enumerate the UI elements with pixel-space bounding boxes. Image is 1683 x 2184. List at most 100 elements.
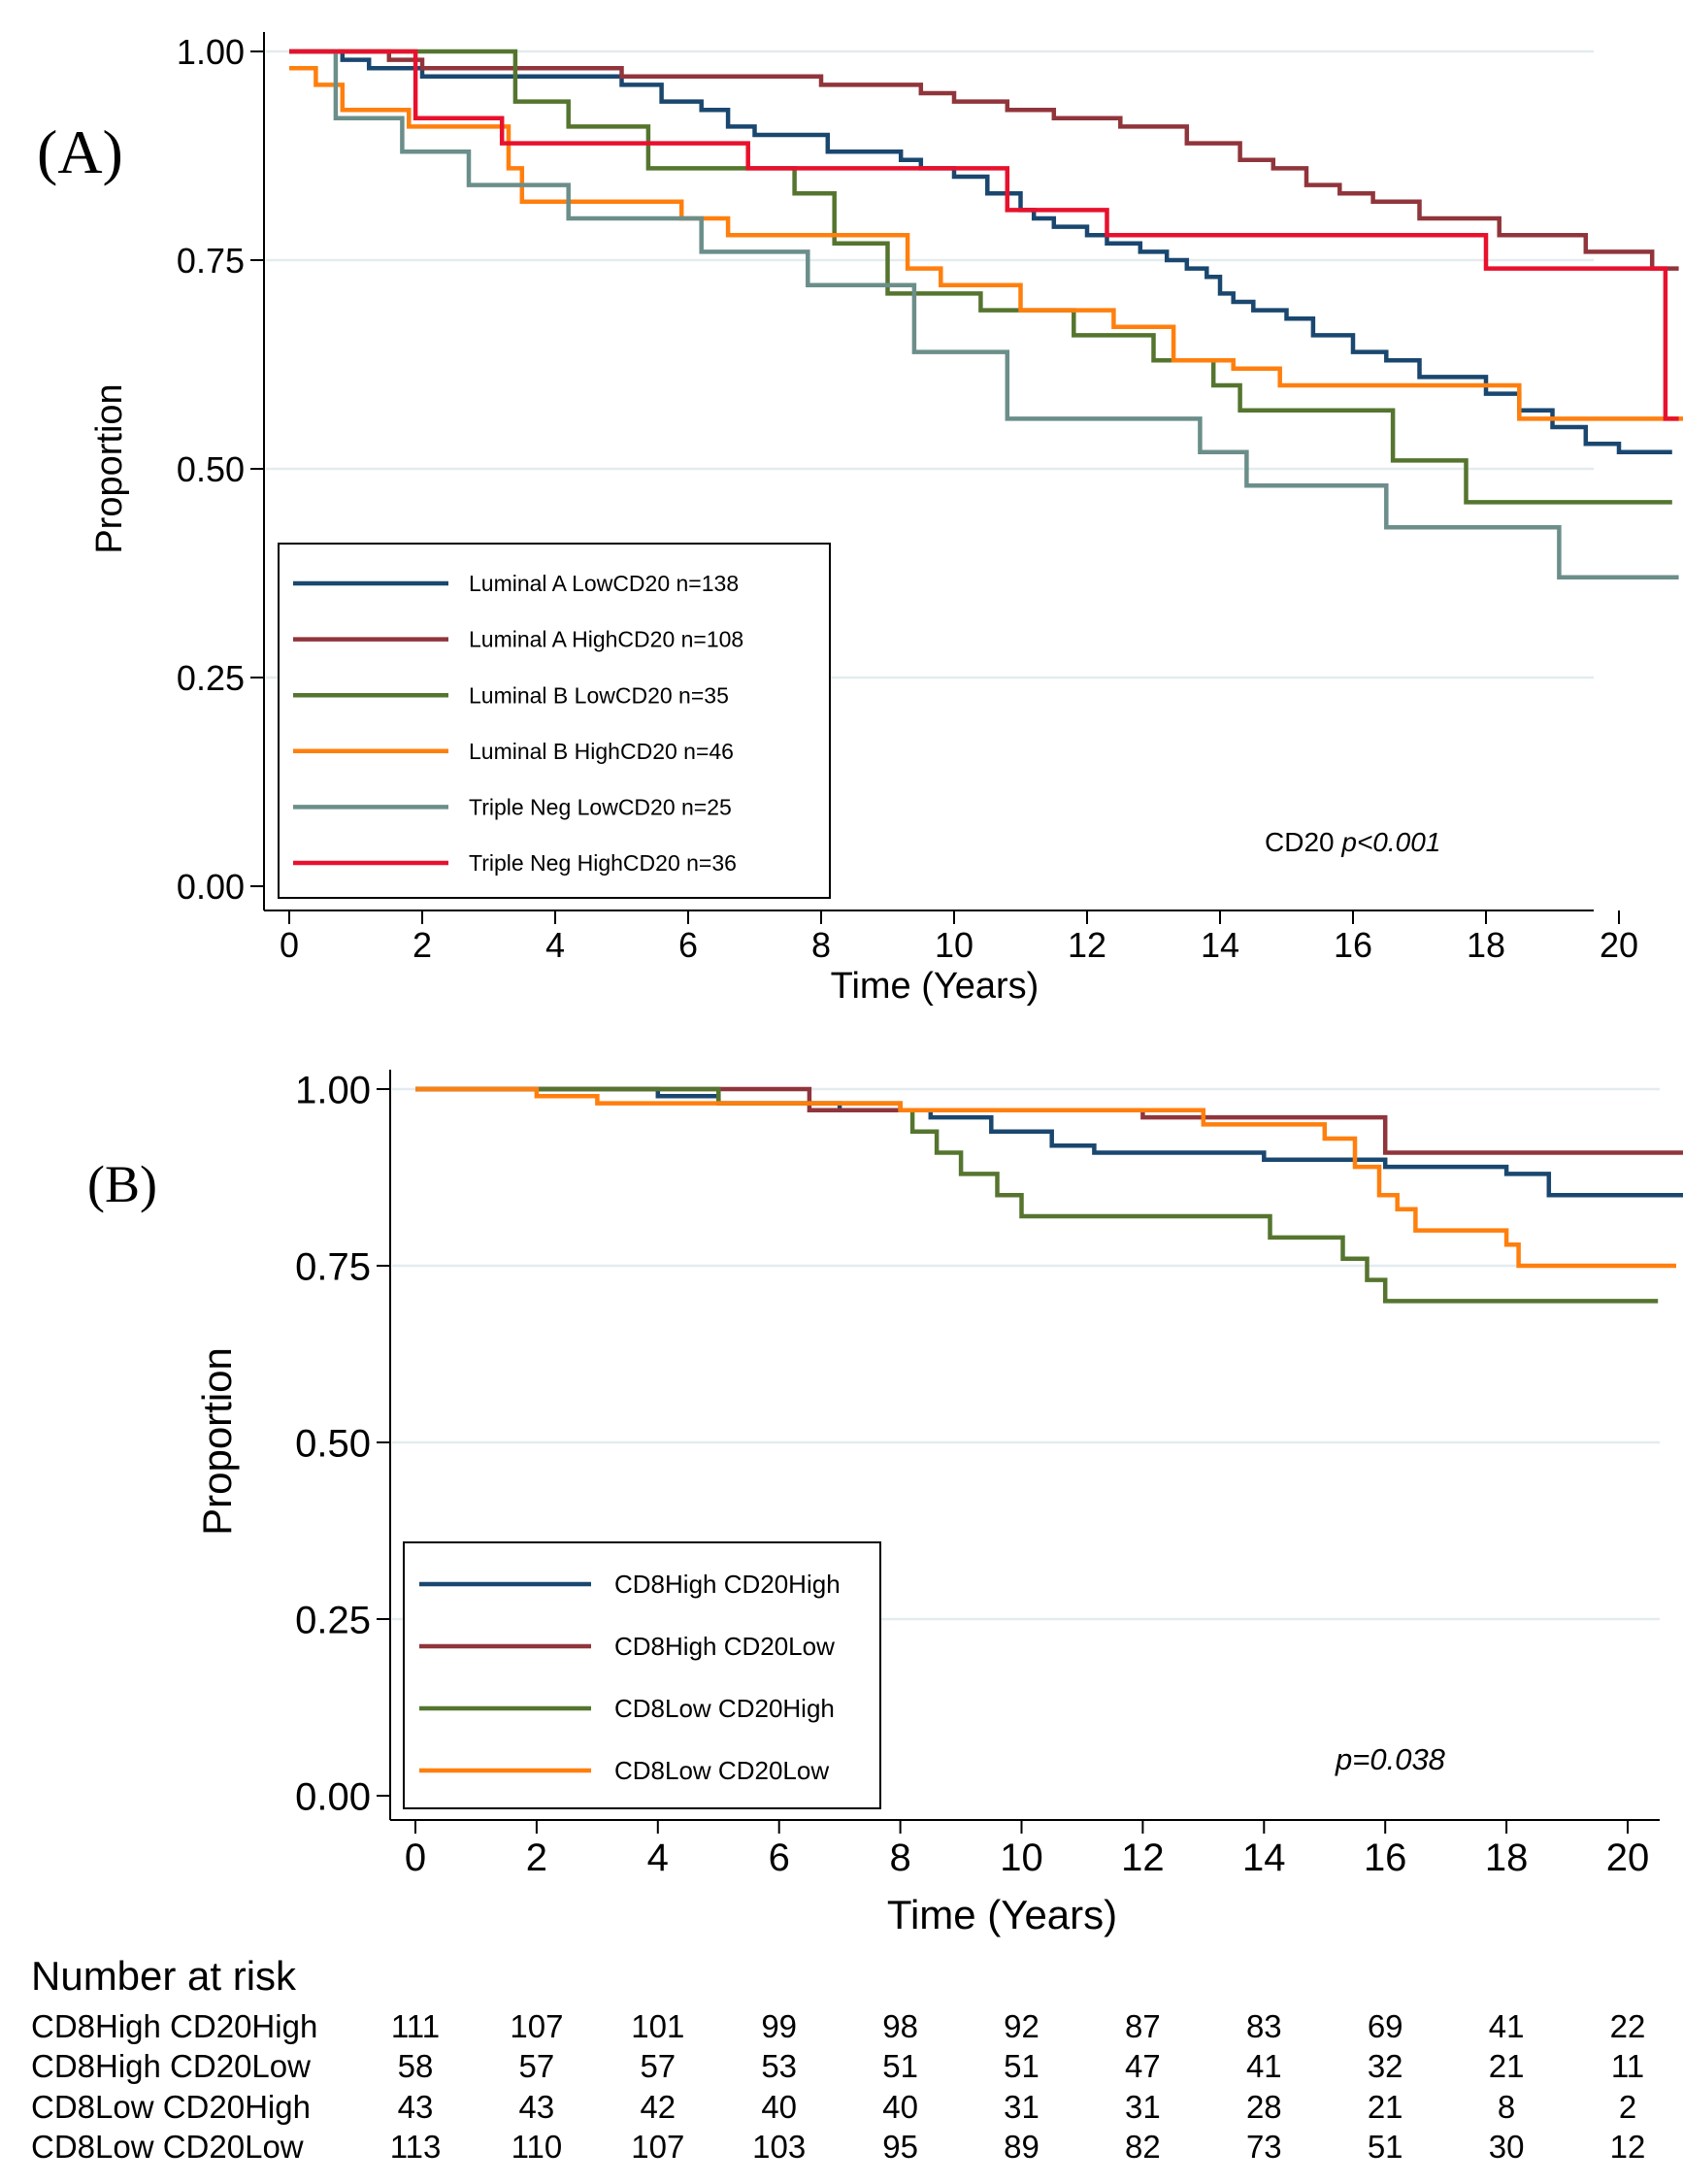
legend-entry: Luminal A LowCD20 n=138 (469, 571, 739, 596)
risk-cell: 31 (1004, 2089, 1040, 2125)
risk-cell: 51 (1368, 2129, 1403, 2165)
legend-box (278, 543, 831, 899)
x-tick-label: 18 (1467, 925, 1505, 965)
annotation-prefix: CD20 (1265, 827, 1341, 857)
y-tick-label: 0.75 (177, 241, 245, 281)
risk-cell: 32 (1368, 2048, 1403, 2084)
risk-cell: 82 (1125, 2129, 1161, 2165)
risk-cell: 22 (1610, 2008, 1646, 2044)
survival-curve (289, 49, 1672, 455)
x-tick-label: 12 (1121, 1837, 1165, 1879)
x-tick-label: 12 (1068, 925, 1106, 965)
risk-row-label: CD8Low CD20High (31, 2089, 311, 2125)
risk-cell: 99 (761, 2008, 797, 2044)
risk-cell: 51 (882, 2048, 918, 2084)
survival-curve (415, 1086, 1676, 1269)
risk-table: Number at risk CD8High CD20High 111 107 101 9… (31, 1953, 1645, 2165)
km-panel-b: 0.00 0.25 0.50 0.75 1.00 0 2 4 6 8 10 12 14 16 18 20 Tim… (87, 1069, 1683, 1937)
legend-entry: CD8Low CD20Low (614, 1756, 829, 1785)
risk-cell: 42 (640, 2089, 676, 2125)
legend-entry: Luminal B HighCD20 n=46 (469, 739, 734, 764)
x-tick-label: 16 (1334, 925, 1372, 965)
risk-cell: 57 (519, 2048, 555, 2084)
risk-cell: 51 (1004, 2048, 1040, 2084)
risk-cell: 57 (640, 2048, 676, 2084)
legend-entry: Triple Neg LowCD20 n=25 (469, 794, 732, 819)
legend-entry: CD8High CD20High (614, 1570, 841, 1599)
risk-cell: 111 (391, 2008, 440, 2044)
y-tick-label: 0.50 (295, 1422, 371, 1465)
risk-cell: 103 (752, 2129, 806, 2165)
risk-cell: 40 (761, 2089, 797, 2125)
risk-cell: 83 (1246, 2008, 1282, 2044)
risk-cell: 73 (1246, 2129, 1282, 2165)
risk-cell: 110 (512, 2129, 563, 2165)
risk-cell: 113 (390, 2129, 442, 2165)
y-axis-label: Proportion (89, 383, 130, 553)
legend-entry: Luminal B LowCD20 n=35 (469, 682, 729, 708)
x-tick-label: 2 (526, 1837, 547, 1879)
risk-cell: 8 (1498, 2089, 1515, 2125)
risk-cell: 40 (882, 2089, 918, 2125)
y-axis-label: Proportion (194, 1347, 240, 1536)
risk-cell: 11 (1611, 2048, 1644, 2084)
risk-cell: 43 (398, 2089, 434, 2125)
x-tick-label: 8 (811, 925, 831, 965)
risk-cell: 89 (1004, 2129, 1040, 2165)
risk-table-row: CD8High CD20High 111 107 101 99 98 92 87 83 69 41 2… (31, 2008, 1645, 2044)
risk-cell: 107 (510, 2008, 563, 2044)
x-tick-label: 4 (545, 925, 565, 965)
x-tick-label: 8 (889, 1837, 910, 1879)
panel-label: (A) (37, 117, 123, 186)
x-tick-label: 18 (1485, 1837, 1529, 1879)
risk-cell: 107 (631, 2129, 684, 2165)
x-tick-label: 0 (280, 925, 299, 965)
y-tick-label: 0.75 (295, 1245, 371, 1288)
survival-curve (415, 1086, 1683, 1155)
x-tick-label: 2 (412, 925, 432, 965)
risk-table-row: CD8High CD20Low 58 57 57 53 51 51 47 41 32 21 11 (31, 2048, 1644, 2084)
survival-curve (289, 49, 1672, 505)
risk-row-label: CD8High CD20Low (31, 2048, 311, 2084)
p-value: p=0.038 (1335, 1742, 1446, 1776)
legend: Luminal A LowCD20 n=138 Luminal A HighCD2… (278, 543, 831, 899)
x-tick-label: 4 (647, 1837, 669, 1879)
km-panel-a: 0.00 0.25 0.50 0.75 1.00 0 2 4 6 8 10 12 14 16 18 20 Tim… (37, 32, 1683, 1007)
y-tick-label: 0.25 (295, 1599, 371, 1641)
risk-cell: 47 (1125, 2048, 1161, 2084)
risk-cell: 87 (1125, 2008, 1161, 2044)
legend-entry: Triple Neg HighCD20 n=36 (469, 850, 737, 876)
risk-cell: 2 (1619, 2089, 1636, 2125)
legend-box (403, 1541, 881, 1809)
risk-table-row: CD8Low CD20High 43 43 42 40 40 31 31 28 21 8 2 (31, 2089, 1636, 2125)
p-value: p<0.001 (1340, 827, 1440, 857)
x-tick-label: 16 (1364, 1837, 1407, 1879)
y-tick-label: 0.50 (177, 449, 245, 489)
x-tick-label: 0 (405, 1837, 426, 1879)
risk-cell: 28 (1246, 2089, 1282, 2125)
risk-cell: 21 (1368, 2089, 1403, 2125)
legend: CD8High CD20High CD8High CD20Low CD8Low CD… (403, 1541, 881, 1809)
panel-label: (B) (87, 1155, 157, 1213)
survival-curve (289, 65, 1683, 421)
survival-curve (289, 49, 1679, 421)
x-tick-label: 20 (1606, 1837, 1650, 1879)
risk-cell: 30 (1489, 2129, 1525, 2165)
risk-cell: 41 (1489, 2008, 1525, 2044)
risk-cell: 43 (519, 2089, 555, 2125)
y-tick-label: 0.00 (295, 1775, 371, 1818)
legend-entry: CD8Low CD20High (614, 1694, 835, 1723)
risk-cell: 53 (761, 2048, 797, 2084)
risk-cell: 58 (398, 2048, 434, 2084)
risk-cell: 98 (882, 2008, 918, 2044)
risk-row-label: CD8High CD20High (31, 2008, 317, 2044)
legend-entry: CD8High CD20Low (614, 1632, 835, 1661)
risk-cell: 101 (631, 2008, 684, 2044)
x-tick-label: 14 (1201, 925, 1239, 965)
x-tick-label: 20 (1600, 925, 1638, 965)
risk-cell: 41 (1246, 2048, 1282, 2084)
survival-curve (289, 49, 1679, 580)
y-tick-label: 1.00 (295, 1069, 371, 1111)
x-tick-label: 10 (935, 925, 974, 965)
